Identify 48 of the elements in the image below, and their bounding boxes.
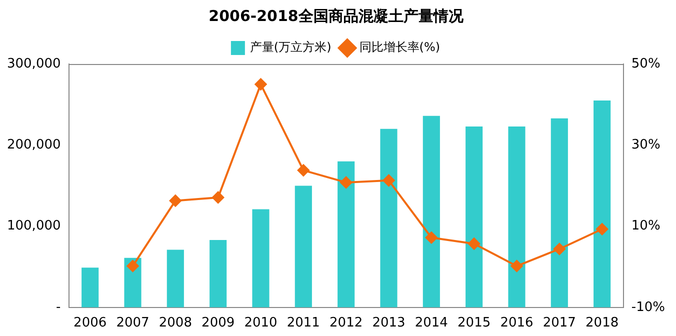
legend-label: 产量(万立方米) <box>250 40 332 54</box>
bar <box>294 186 312 308</box>
y-tick-label: 300,000 <box>6 56 61 72</box>
x-tick-label: 2007 <box>116 316 150 331</box>
bar <box>82 268 99 308</box>
bar <box>422 116 440 308</box>
point <box>212 191 224 204</box>
x-tick-label: 2014 <box>414 316 448 331</box>
x-tick-label: 2009 <box>202 316 235 331</box>
y2-tick-label: -10% <box>631 300 666 315</box>
point <box>468 238 480 250</box>
y2-tick-label: 30% <box>631 138 660 153</box>
x-tick-label: 2006 <box>74 316 107 331</box>
x-tick-label: 2016 <box>500 316 534 331</box>
bar <box>594 100 611 308</box>
x-tick-label: 2012 <box>330 316 363 331</box>
bar <box>166 250 184 308</box>
chart-title: 2006-2018全国商品混凝土产量情况 <box>208 6 464 25</box>
x-tick-label: 2011 <box>286 316 320 331</box>
y-tick-label: - <box>56 300 62 315</box>
bar <box>508 126 526 308</box>
point <box>340 176 352 188</box>
y-tick-label: 100,000 <box>6 218 61 234</box>
point <box>382 174 395 186</box>
point <box>169 194 182 207</box>
x-tick-label: 2015 <box>458 316 491 331</box>
point <box>297 164 310 176</box>
bar <box>252 209 270 308</box>
x-tick-label: 2010 <box>244 316 278 331</box>
bar <box>466 126 483 308</box>
point <box>254 78 267 90</box>
y2-tick-label: 50% <box>631 56 660 72</box>
x-tick-label: 2013 <box>372 316 406 331</box>
y-tick-label: 200,000 <box>6 138 61 153</box>
point <box>126 260 139 272</box>
x-tick-label: 2017 <box>542 316 576 331</box>
y2-tick-label: 10% <box>631 218 660 234</box>
point <box>596 223 608 236</box>
bar <box>550 118 568 308</box>
point <box>553 242 566 255</box>
point <box>510 260 523 272</box>
bar <box>338 161 355 308</box>
bar <box>210 240 227 308</box>
x-tick-label: 2008 <box>158 316 192 331</box>
point <box>425 232 438 244</box>
x-tick-label: 2018 <box>586 316 619 331</box>
bar <box>380 128 398 308</box>
legend-label: 同比增长率(%) <box>359 40 440 54</box>
